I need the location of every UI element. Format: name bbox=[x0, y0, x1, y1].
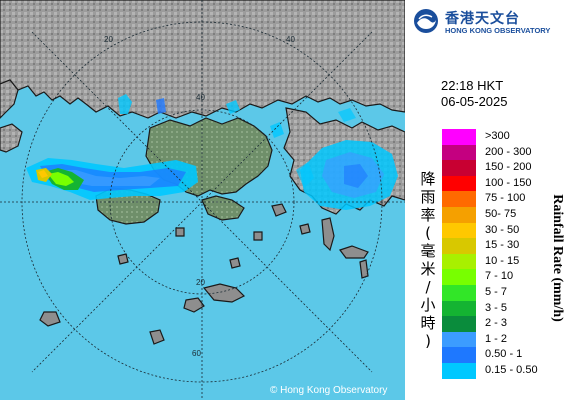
legend-swatch bbox=[442, 331, 476, 348]
rainfall-legend: >300 200 - 300 150 - 200 100 - 150 75 - 100 5… bbox=[442, 129, 572, 379]
logo-english-name: HONG KONG OBSERVATORY bbox=[445, 26, 551, 35]
legend-label: 0.15 - 0.50 bbox=[485, 363, 538, 376]
legend-swatch bbox=[442, 284, 476, 301]
legend-row: 15 - 30 bbox=[442, 238, 572, 254]
legend-swatch bbox=[442, 269, 476, 285]
legend-swatch bbox=[442, 144, 476, 161]
legend-swatch bbox=[442, 175, 476, 192]
legend-row: 2 - 3 bbox=[442, 316, 572, 332]
legend-swatch bbox=[442, 160, 476, 176]
legend-label: 15 - 30 bbox=[485, 239, 520, 252]
legend-label: 0.50 - 1 bbox=[485, 348, 523, 361]
legend-label: 2 - 3 bbox=[485, 317, 508, 330]
range-label-2: 40 bbox=[196, 93, 205, 102]
legend-label: 5 - 7 bbox=[485, 285, 508, 298]
legend-row: >300 bbox=[442, 129, 572, 145]
legend-row: 0.15 - 0.50 bbox=[442, 362, 572, 379]
radar-date: 06-05-2025 bbox=[441, 94, 508, 109]
rain-echoes bbox=[26, 94, 398, 210]
legend-label: 200 - 300 bbox=[485, 145, 532, 158]
legend-row: 50- 75 bbox=[442, 206, 572, 223]
legend-swatch bbox=[442, 206, 476, 223]
legend-label: 7 - 10 bbox=[485, 270, 514, 283]
legend-title-char: 降 bbox=[420, 170, 436, 188]
legend-label: 1 - 2 bbox=[485, 332, 508, 345]
legend-title-char: / bbox=[425, 278, 431, 296]
legend-title-char: 毫 bbox=[420, 242, 436, 260]
legend-label: 50- 75 bbox=[485, 207, 517, 220]
legend-swatch bbox=[442, 347, 476, 363]
legend-title-char: 小 bbox=[420, 296, 436, 314]
legend-swatch bbox=[442, 300, 476, 317]
legend-swatch bbox=[442, 129, 476, 145]
hko-logo-icon bbox=[414, 9, 438, 33]
legend-label: 150 - 200 bbox=[485, 161, 532, 174]
radar-time: 22:18 HKT bbox=[441, 78, 504, 93]
legend-swatch bbox=[442, 253, 476, 270]
legend-row: 5 - 7 bbox=[442, 284, 572, 301]
legend-swatch bbox=[442, 191, 476, 207]
radar-map-svg: 20 40 20 40 60 bbox=[0, 0, 405, 400]
legend-row: 3 - 5 bbox=[442, 300, 572, 317]
legend-swatch bbox=[442, 222, 476, 239]
legend-title-char: 雨 bbox=[420, 188, 436, 206]
legend-row: 10 - 15 bbox=[442, 253, 572, 270]
west-island bbox=[0, 123, 23, 153]
legend-title-char: ) bbox=[425, 332, 431, 350]
range-label-4: 40 bbox=[286, 35, 295, 44]
legend-label: 10 - 15 bbox=[485, 254, 520, 267]
legend-label: 30 - 50 bbox=[485, 223, 520, 236]
range-label-3: 20 bbox=[196, 278, 205, 287]
outlying-islands bbox=[39, 203, 369, 345]
legend-row: 200 - 300 bbox=[442, 144, 572, 161]
west-land bbox=[0, 79, 19, 119]
legend-swatch bbox=[442, 316, 476, 332]
legend-label: >300 bbox=[485, 130, 510, 142]
legend-title-char: 率 bbox=[420, 206, 436, 224]
legend-label: 100 - 150 bbox=[485, 176, 532, 189]
legend-title-char: 時 bbox=[420, 314, 436, 332]
copyright-text: © Hong Kong Observatory bbox=[270, 385, 388, 396]
legend-row: 75 - 100 bbox=[442, 191, 572, 207]
legend-swatch bbox=[442, 362, 476, 379]
range-label-5: 60 bbox=[192, 349, 201, 358]
range-label-1: 20 bbox=[104, 35, 113, 44]
legend-label: 3 - 5 bbox=[485, 301, 508, 314]
legend-row: 7 - 10 bbox=[442, 269, 572, 285]
legend-row: 150 - 200 bbox=[442, 160, 572, 176]
mainland-land bbox=[0, 0, 405, 119]
legend-title-english: Rainfall Rate (mm/h) bbox=[550, 194, 565, 322]
info-panel: 香港天文台 HONG KONG OBSERVATORY 22:18 HKT 06… bbox=[405, 0, 577, 400]
legend-title-char: 米 bbox=[420, 260, 436, 278]
legend-title-char: ( bbox=[425, 224, 431, 242]
legend-row: 100 - 150 bbox=[442, 175, 572, 192]
legend-row: 1 - 2 bbox=[442, 331, 572, 348]
legend-label: 75 - 100 bbox=[485, 192, 526, 205]
observatory-logo: 香港天文台 HONG KONG OBSERVATORY bbox=[413, 6, 577, 36]
range-rings bbox=[0, 0, 405, 400]
legend-title-chinese: 降雨率(毫米 / 小時) bbox=[419, 170, 437, 350]
radar-map: 20 40 20 40 60 © Hong Kong Observatory bbox=[0, 0, 405, 400]
logo-chinese-name: 香港天文台 bbox=[445, 11, 520, 27]
legend-row: 30 - 50 bbox=[442, 222, 572, 239]
legend-row: 0.50 - 1 bbox=[442, 347, 572, 363]
legend-swatch bbox=[442, 238, 476, 254]
